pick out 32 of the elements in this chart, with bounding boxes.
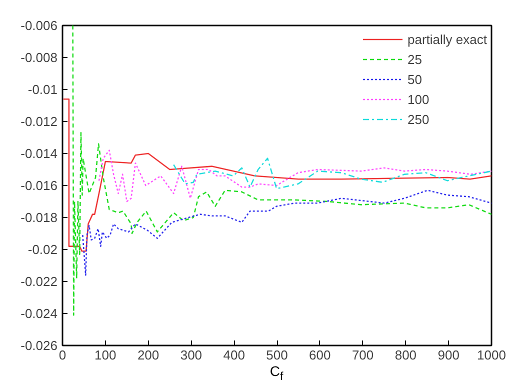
- legend-label: 100: [408, 92, 430, 106]
- x-tick-label: 900: [438, 348, 460, 362]
- line-series: [172, 158, 492, 190]
- y-tick-label: -0.02: [28, 242, 58, 257]
- x-tick-label: 700: [352, 348, 374, 362]
- y-tick-label: -0.006: [20, 18, 58, 33]
- y-tick-label: -0.022: [20, 274, 58, 289]
- y-tick-label: -0.026: [20, 338, 58, 353]
- y-tick-label: -0.024: [20, 306, 58, 321]
- legend-label: partially exact: [408, 32, 487, 46]
- x-tick-label: 100: [94, 348, 116, 362]
- y-tick-label: -0.012: [20, 114, 58, 129]
- line-series: [98, 150, 492, 202]
- x-tick-label: 1000: [477, 348, 506, 362]
- x-tick-label: 300: [180, 348, 202, 362]
- x-tick-label: 400: [223, 348, 245, 362]
- y-tick-label: -0.016: [20, 178, 58, 193]
- line-series: [82, 190, 492, 276]
- x-tick-label: 0: [58, 348, 66, 362]
- y-tick-label: -0.018: [20, 210, 58, 225]
- legend-label: 50: [408, 72, 423, 86]
- legend-label: 25: [408, 52, 423, 66]
- x-tick-label: 800: [394, 348, 417, 362]
- x-tick-label: 600: [309, 348, 331, 362]
- line-series: [72, 26, 492, 316]
- y-tick-label: -0.014: [20, 146, 58, 161]
- legend-label: 250: [408, 112, 430, 126]
- y-tick-label: -0.01: [28, 82, 58, 97]
- y-tick-label: -0.008: [20, 50, 58, 65]
- x-axis-title: C$_{f}$: [270, 363, 284, 385]
- x-tick-label: 500: [266, 348, 288, 362]
- x-tick-label: 200: [137, 348, 160, 362]
